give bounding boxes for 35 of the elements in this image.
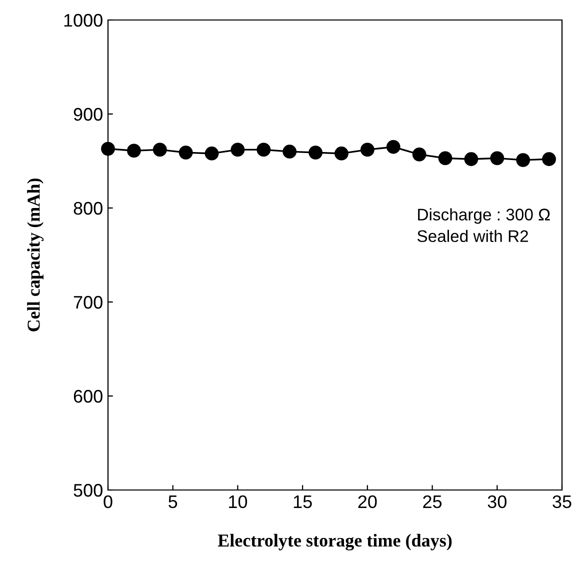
point xyxy=(178,146,193,160)
point xyxy=(516,153,530,168)
point xyxy=(204,146,219,160)
point xyxy=(438,151,452,166)
point xyxy=(542,152,556,166)
y-tick-label: 1000 xyxy=(64,14,102,27)
y-tick-label: 500 xyxy=(74,484,102,497)
x-tick-label: 30 xyxy=(488,495,506,508)
annotation: Discharge : 300 Ω Sealed with R2 xyxy=(417,208,550,242)
point xyxy=(282,144,297,159)
y-tick-label: 600 xyxy=(74,390,102,403)
point xyxy=(256,142,271,157)
x-tick-label: 0 xyxy=(104,495,112,508)
y-tick-label: 700 xyxy=(74,296,102,309)
point xyxy=(101,142,115,156)
x-tick-label: 25 xyxy=(423,495,442,508)
point xyxy=(334,146,348,160)
point xyxy=(464,152,478,166)
point xyxy=(412,147,426,162)
point xyxy=(127,144,141,158)
x-tick-label: 15 xyxy=(294,496,312,508)
point xyxy=(386,140,400,154)
y-axis-title: Cell capacity (mAh) xyxy=(27,178,44,332)
x-axis-title: Electrolyte storage time (days) xyxy=(218,534,452,550)
y-tick-label: 900 xyxy=(74,108,102,121)
x-tick-label: 5 xyxy=(168,496,178,508)
x-tick-label: 35 xyxy=(552,495,572,508)
x-tick-label: 10 xyxy=(229,495,248,508)
point xyxy=(360,142,374,157)
point xyxy=(152,142,167,157)
point xyxy=(230,142,245,157)
point xyxy=(308,146,322,160)
point xyxy=(490,151,504,166)
y-tick-label: 800 xyxy=(74,202,102,215)
x-tick-label: 20 xyxy=(358,495,377,508)
